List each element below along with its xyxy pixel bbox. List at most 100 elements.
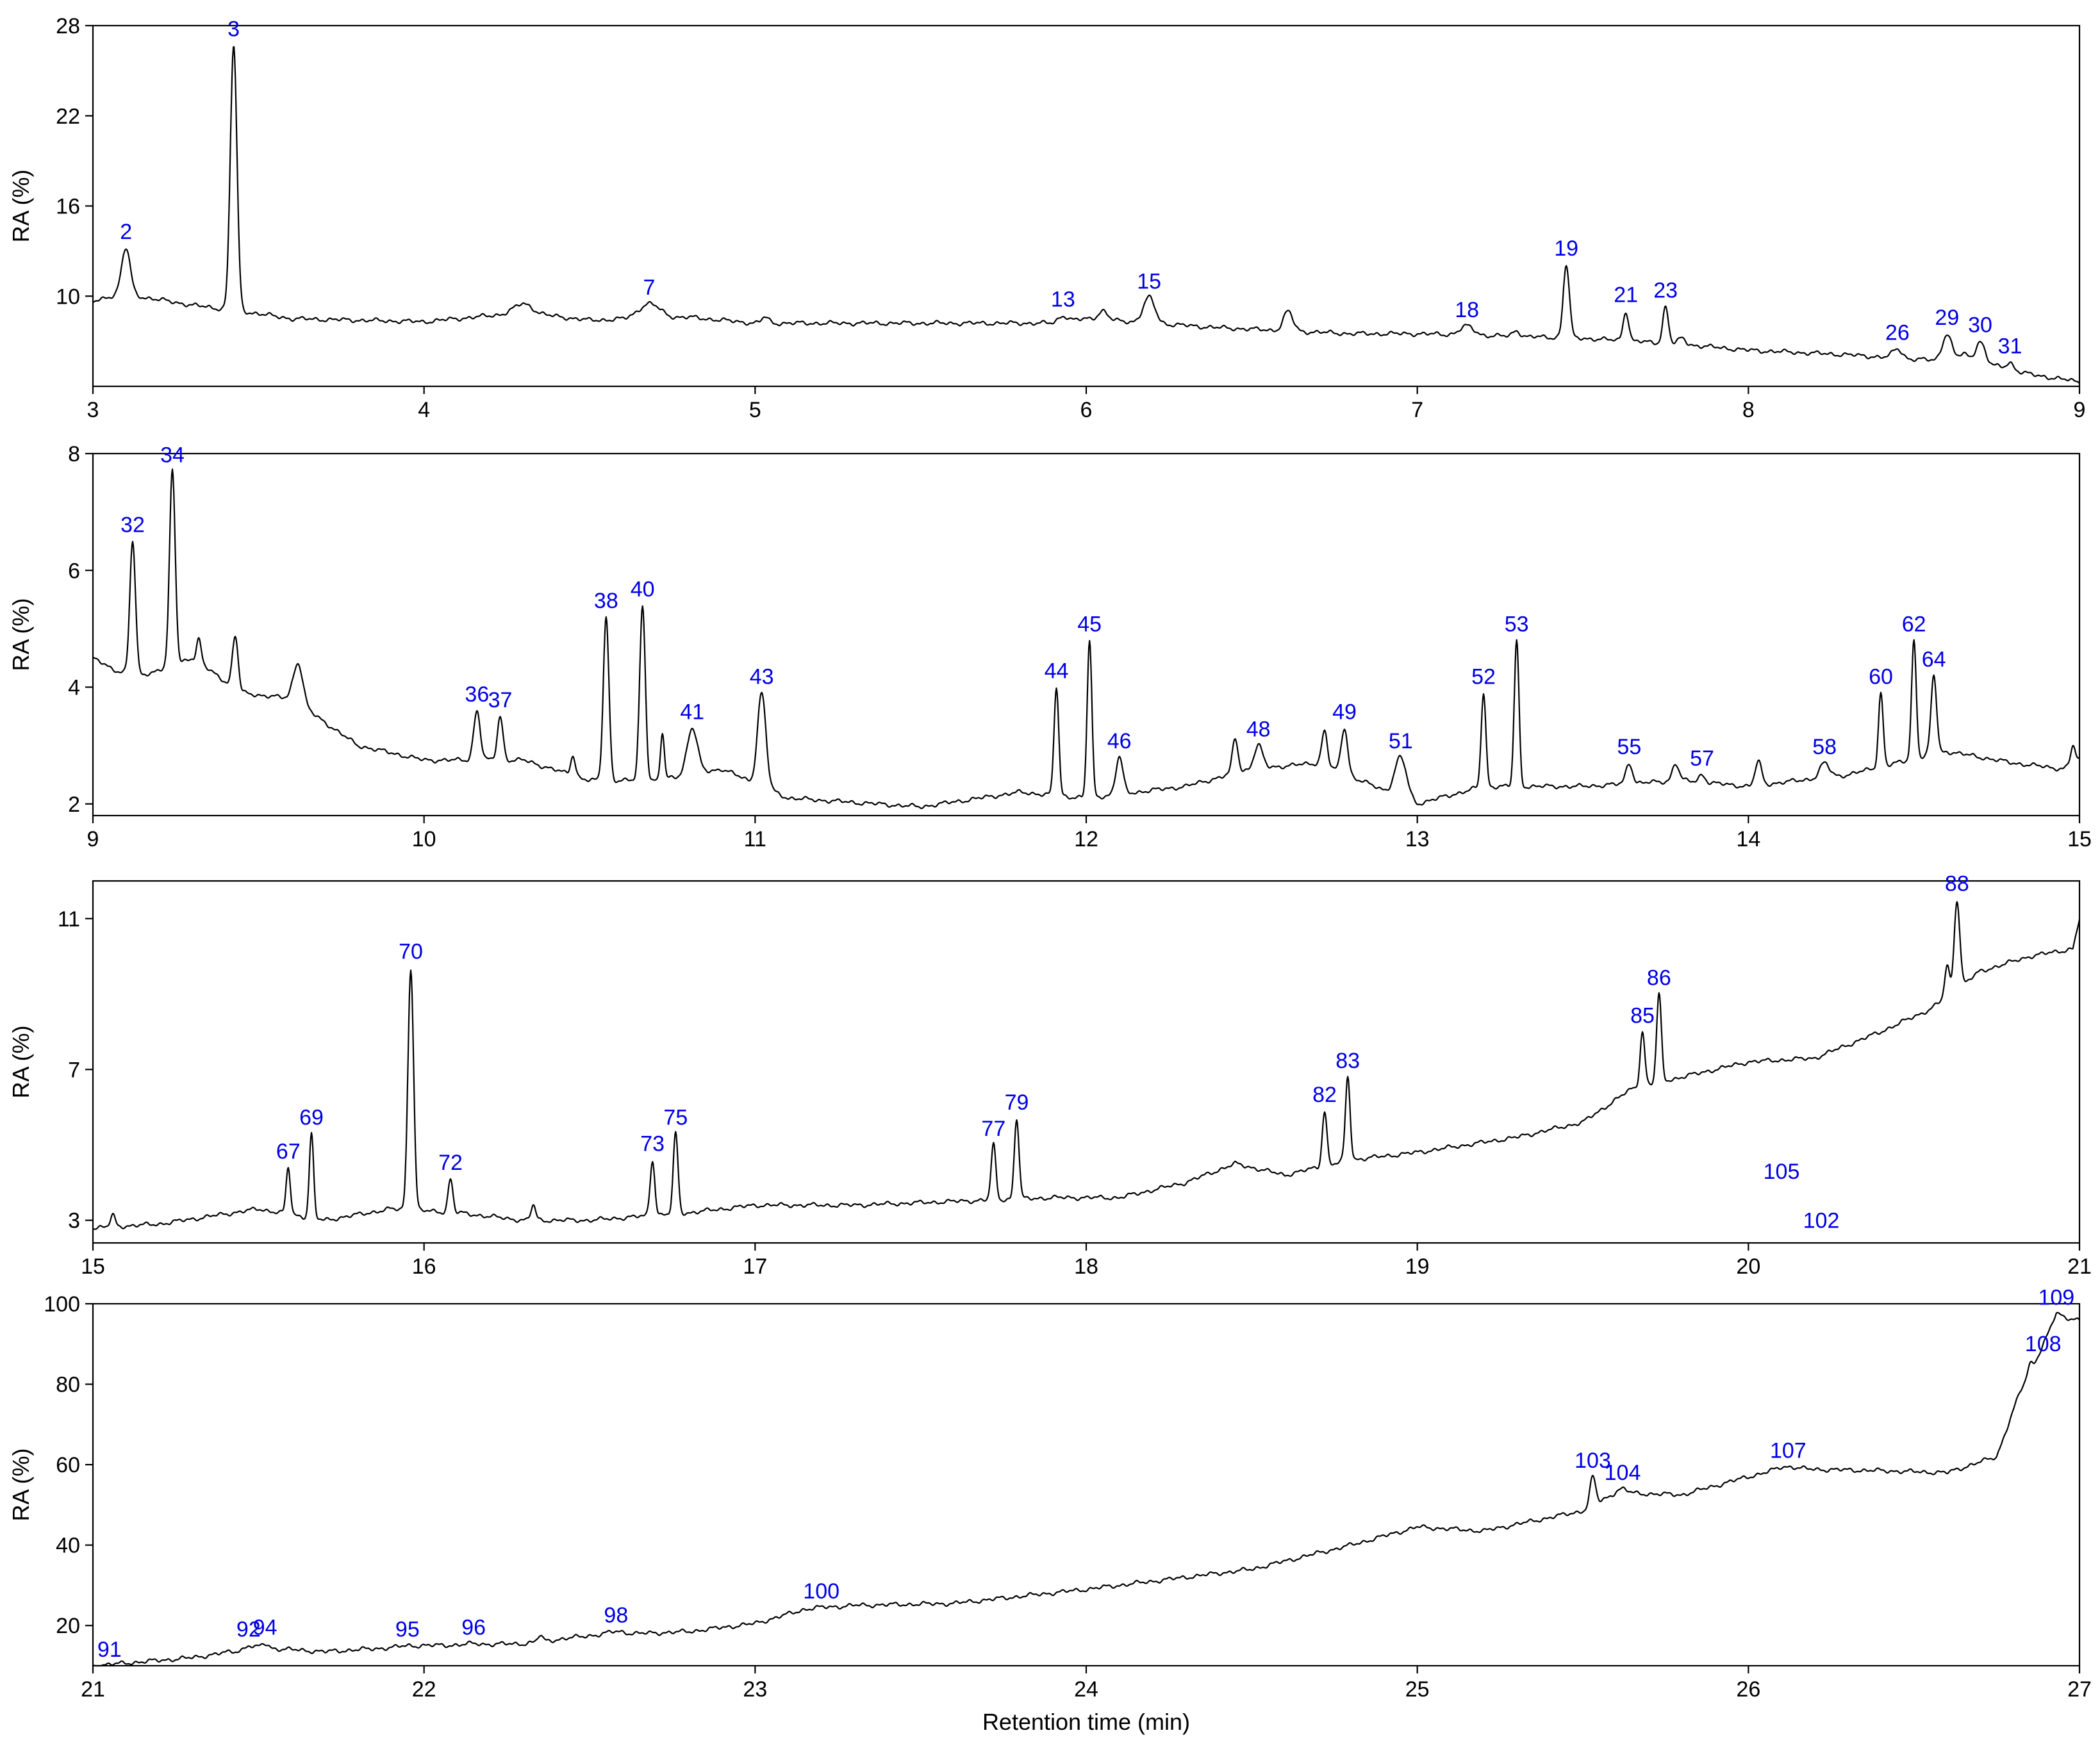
- y-tick-label: 60: [56, 1453, 80, 1477]
- x-tick-label: 13: [1405, 827, 1430, 851]
- x-tick-label: 9: [87, 827, 99, 851]
- peak-label: 26: [1885, 320, 1910, 345]
- peak-label: 96: [461, 1615, 486, 1639]
- x-tick-label: 21: [2067, 1254, 2092, 1279]
- x-tick-label: 3: [87, 398, 99, 422]
- peak-label: 19: [1554, 236, 1578, 261]
- y-axis-title: RA (%): [8, 1025, 34, 1098]
- peak-label: 88: [1945, 871, 1969, 896]
- y-tick-label: 6: [68, 559, 80, 583]
- peak-label: 83: [1335, 1049, 1360, 1073]
- peak-label: 30: [1968, 313, 1992, 338]
- x-tick-label: 18: [1074, 1254, 1098, 1279]
- chromatogram-trace: [92, 468, 2080, 809]
- y-tick-label: 20: [56, 1614, 80, 1638]
- x-tick-label: 26: [1736, 1677, 1760, 1702]
- x-tick-label: 4: [418, 398, 430, 422]
- x-tick-label: 14: [1736, 827, 1760, 851]
- y-tick-label: 10: [56, 284, 80, 309]
- peak-label: 95: [395, 1618, 420, 1642]
- y-tick-label: 22: [56, 104, 80, 129]
- y-tick-label: 16: [56, 195, 80, 219]
- peak-label: 91: [97, 1638, 122, 1662]
- x-tick-label: 23: [743, 1677, 767, 1702]
- peak-label: 72: [438, 1151, 463, 1175]
- peak-label: 105: [1764, 1160, 1800, 1184]
- peak-label: 36: [465, 682, 489, 707]
- peak-label: 100: [803, 1579, 839, 1604]
- peak-label: 77: [981, 1117, 1005, 1141]
- peak-label: 53: [1505, 612, 1529, 637]
- plot-frame: [92, 880, 2081, 1244]
- x-tick-label: 19: [1405, 1254, 1430, 1279]
- peak-label: 37: [488, 688, 513, 712]
- peak-label: 108: [2025, 1332, 2062, 1356]
- x-tick-label: 9: [2074, 398, 2086, 422]
- peak-label: 92: [236, 1618, 261, 1642]
- peak-label: 48: [1246, 718, 1271, 742]
- peak-label: 64: [1922, 647, 1946, 671]
- x-axis-title: Retention time (min): [982, 1709, 1190, 1735]
- peak-label: 102: [1803, 1208, 1840, 1233]
- peak-label: 60: [1869, 665, 1893, 689]
- x-tick-label: 8: [1742, 398, 1755, 422]
- chromatogram-trace: [92, 45, 2080, 384]
- peak-label: 18: [1455, 298, 1479, 322]
- peak-label: 41: [680, 700, 704, 724]
- peak-label: 40: [631, 577, 655, 602]
- x-tick-label: 21: [81, 1677, 105, 1702]
- y-axis-title: RA (%): [8, 169, 34, 242]
- x-tick-label: 12: [1074, 827, 1098, 851]
- peak-label: 85: [1630, 1003, 1655, 1028]
- peak-label: 94: [253, 1615, 277, 1639]
- peak-label: 43: [750, 665, 774, 689]
- y-tick-label: 40: [56, 1534, 80, 1558]
- y-tick-label: 100: [44, 1292, 80, 1317]
- y-tick-label: 4: [68, 676, 80, 700]
- peak-label: 7: [643, 275, 656, 300]
- peak-label: 34: [160, 443, 185, 467]
- x-tick-label: 17: [743, 1254, 767, 1279]
- peak-label: 55: [1617, 735, 1641, 759]
- peak-label: 52: [1471, 665, 1496, 689]
- x-tick-label: 6: [1080, 398, 1093, 422]
- peak-label: 32: [120, 513, 145, 538]
- peak-label: 2: [120, 220, 132, 244]
- x-tick-label: 5: [749, 398, 761, 422]
- x-tick-label: 27: [2067, 1677, 2092, 1702]
- y-tick-label: 28: [56, 14, 80, 38]
- x-tick-label: 22: [412, 1677, 436, 1702]
- y-tick-label: 80: [56, 1373, 80, 1397]
- y-axis-title: RA (%): [8, 1448, 34, 1521]
- chart-panel-4: 21 22 23 24 25 26 27 20 40 60 80 100 RA (%) Retention…: [8, 1286, 2092, 1735]
- peak-label: 69: [299, 1105, 324, 1130]
- y-tick-label: 11: [58, 907, 80, 932]
- plot-frame: [92, 24, 2081, 388]
- peak-label: 73: [640, 1132, 665, 1156]
- peak-label: 67: [276, 1139, 301, 1163]
- chromatogram-trace: [92, 901, 2081, 1230]
- peak-label: 104: [1605, 1461, 1641, 1485]
- peak-label: 75: [663, 1105, 688, 1130]
- peak-label: 23: [1653, 279, 1678, 303]
- peak-label: 82: [1312, 1083, 1337, 1107]
- x-tick-label: 11: [744, 827, 766, 851]
- y-tick-label: 7: [68, 1058, 80, 1082]
- peak-label: 13: [1051, 288, 1075, 312]
- peak-label: 103: [1575, 1449, 1611, 1473]
- chromatogram-trace: [92, 1311, 2080, 1667]
- peak-label: 31: [1998, 334, 2022, 358]
- y-tick-label: 3: [68, 1209, 80, 1233]
- peak-label: 15: [1137, 270, 1161, 294]
- peak-label: 45: [1077, 612, 1102, 637]
- x-tick-label: 24: [1074, 1677, 1098, 1702]
- x-tick-label: 16: [412, 1254, 436, 1279]
- y-axis-title: RA (%): [8, 598, 34, 671]
- peak-label: 79: [1005, 1090, 1029, 1115]
- peak-label: 44: [1045, 659, 1069, 684]
- peak-label: 107: [1770, 1438, 1806, 1463]
